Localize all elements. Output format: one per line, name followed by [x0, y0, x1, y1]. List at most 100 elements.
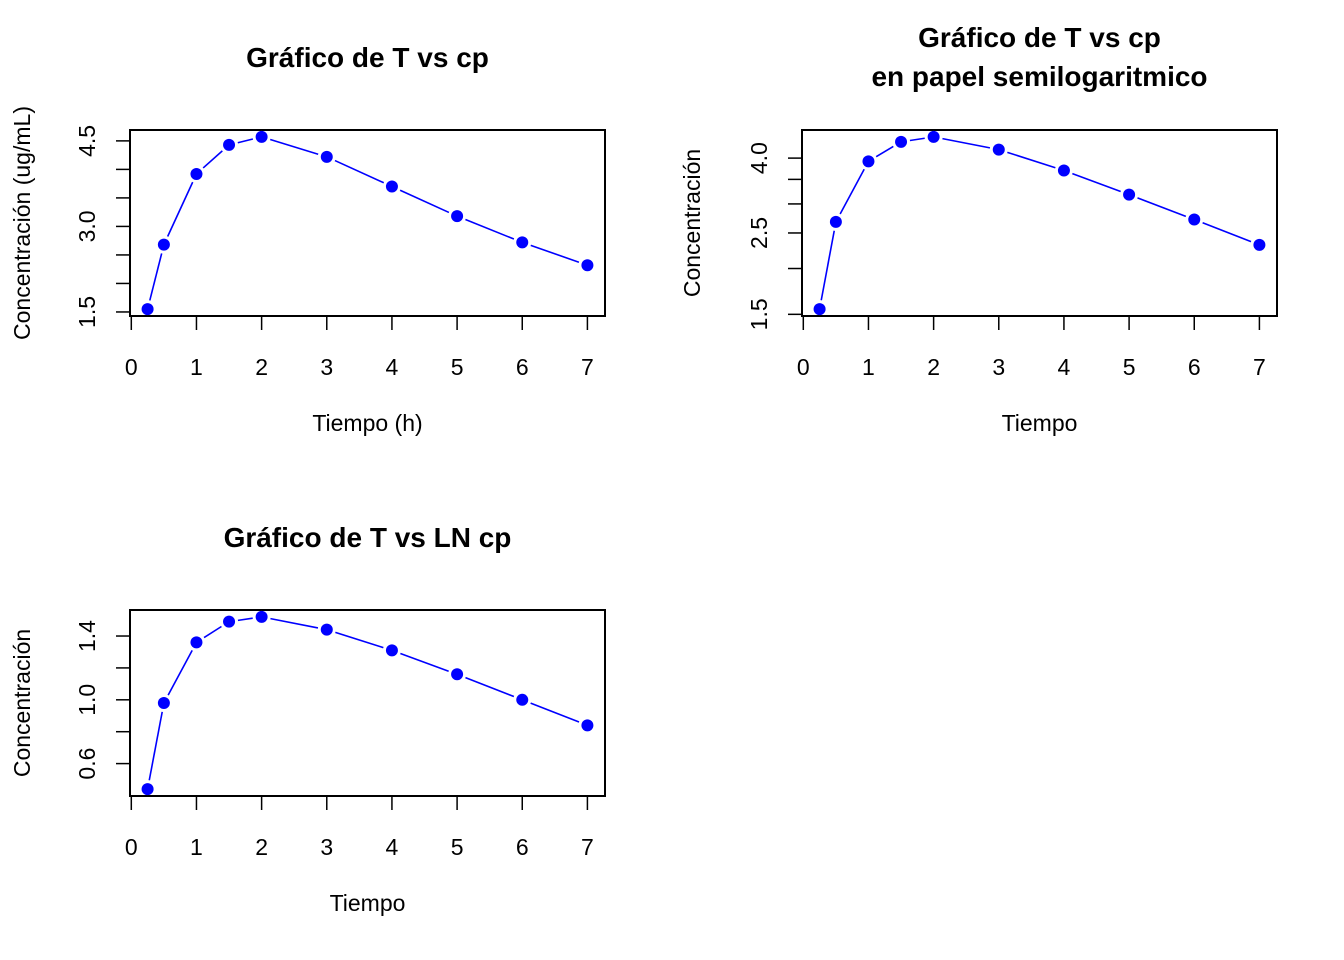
x-tick-label: 0 — [125, 354, 138, 380]
series-line-segment — [875, 145, 894, 158]
x-tick-label: 6 — [516, 834, 529, 860]
data-point — [581, 719, 594, 732]
chart-title: en papel semilogaritmico — [871, 61, 1207, 92]
data-point — [190, 167, 203, 180]
series-line-segment — [399, 189, 450, 214]
data-point — [895, 135, 908, 148]
x-tick-label: 1 — [190, 834, 203, 860]
series-line-segment — [334, 159, 385, 184]
x-axis-label: Tiempo — [330, 890, 406, 916]
series-line-segment — [820, 230, 836, 301]
data-point — [190, 636, 203, 649]
series-line-segment — [149, 253, 163, 301]
series-line-segment — [1137, 197, 1187, 218]
series-line-segment — [400, 652, 449, 672]
x-tick-label: 7 — [581, 834, 594, 860]
x-tick-label: 7 — [1253, 354, 1266, 380]
panel-t-vs-ln-cp: Gráfico de T vs LN cp 0 1 2 3 4 5 6 7 0.6 1.0 1.4 Ti… — [9, 522, 606, 916]
chart-title: Gráfico de T vs cp — [246, 42, 489, 73]
x-tick-label: 0 — [797, 354, 810, 380]
data-point — [992, 143, 1005, 156]
data-point — [813, 303, 826, 316]
y-tick-label: 1.5 — [746, 298, 772, 330]
data-point — [157, 238, 170, 251]
series-line-segment — [166, 181, 194, 237]
data-point — [451, 210, 464, 223]
y-axis-label: Concentración — [9, 629, 35, 777]
x-tick-label: 5 — [451, 354, 464, 380]
series-line-segment — [1007, 151, 1056, 169]
x-tick-label: 4 — [1058, 354, 1071, 380]
x-axis-label: Tiempo (h) — [312, 410, 422, 436]
data-point — [1188, 213, 1201, 226]
data-point — [1123, 188, 1136, 201]
series-line-segment — [237, 617, 253, 622]
x-tick-label: 2 — [927, 354, 940, 380]
x-tick-label: 0 — [125, 834, 138, 860]
y-tick-label: 2.5 — [746, 217, 772, 249]
series-line-segment — [167, 649, 193, 696]
data-point — [157, 697, 170, 709]
series-line-segment — [465, 676, 515, 698]
data-point — [829, 215, 842, 228]
data-point — [862, 155, 875, 168]
x-axis-label: Tiempo — [1002, 410, 1078, 436]
data-point — [320, 150, 333, 163]
x-tick-label: 6 — [516, 354, 529, 380]
y-tick-label: 1.4 — [74, 620, 100, 652]
y-tick-label: 1.0 — [74, 684, 100, 716]
series-line-segment — [839, 168, 865, 215]
series-line-segment — [530, 702, 580, 723]
x-tick-label: 4 — [386, 354, 399, 380]
x-tick-label: 3 — [320, 354, 333, 380]
panel-t-vs-cp: Gráfico de T vs cp 0 1 2 3 4 5 6 7 1.5 3.0 4.5 Tiemp… — [9, 42, 606, 436]
x-tick-label: 2 — [255, 834, 268, 860]
data-point — [141, 783, 154, 796]
panel-t-vs-cp-semilog: Gráfico de T vs cp en papel semilogaritmi… — [679, 22, 1278, 436]
data-point — [255, 130, 268, 143]
y-tick-label: 0.6 — [74, 748, 100, 780]
plot-frame — [129, 609, 606, 797]
data-point — [255, 610, 268, 623]
x-tick-label: 3 — [320, 834, 333, 860]
data-point — [927, 130, 940, 143]
series-line-segment — [270, 617, 319, 629]
data-point — [516, 236, 529, 249]
x-tick-label: 5 — [451, 834, 464, 860]
series-line-segment — [530, 244, 580, 263]
data-point — [385, 644, 398, 657]
data-point — [320, 623, 333, 636]
series-line-segment — [202, 150, 223, 169]
series-line-segment — [148, 711, 163, 781]
data-point — [223, 615, 236, 628]
series-line-segment — [269, 138, 319, 155]
x-tick-label: 2 — [255, 354, 268, 380]
x-tick-label: 1 — [190, 354, 203, 380]
x-tick-label: 1 — [862, 354, 875, 380]
y-tick-label: 3.0 — [74, 210, 100, 242]
series-line-segment — [942, 137, 991, 149]
series-line-segment — [237, 138, 254, 144]
series-line-segment — [909, 137, 925, 142]
y-tick-label: 1.5 — [74, 296, 100, 328]
data-point — [385, 180, 398, 193]
data-point — [141, 303, 154, 316]
data-point — [223, 138, 236, 151]
series-line-segment — [1072, 172, 1121, 193]
data-point — [451, 668, 464, 681]
data-point — [1253, 238, 1266, 251]
y-axis-label: Concentración (ug/mL) — [9, 106, 35, 340]
x-tick-label: 3 — [992, 354, 1005, 380]
y-tick-label: 4.5 — [74, 125, 100, 157]
y-tick-label: 4.0 — [746, 142, 772, 174]
x-tick-label: 4 — [386, 834, 399, 860]
y-axis-label: Concentración — [679, 149, 705, 297]
series-line-segment — [1202, 222, 1252, 243]
plot-frame — [129, 129, 606, 317]
series-line-segment — [335, 631, 384, 649]
series-line-segment — [465, 218, 515, 240]
data-point — [516, 693, 529, 706]
x-tick-label: 5 — [1123, 354, 1136, 380]
x-tick-label: 7 — [581, 354, 594, 380]
